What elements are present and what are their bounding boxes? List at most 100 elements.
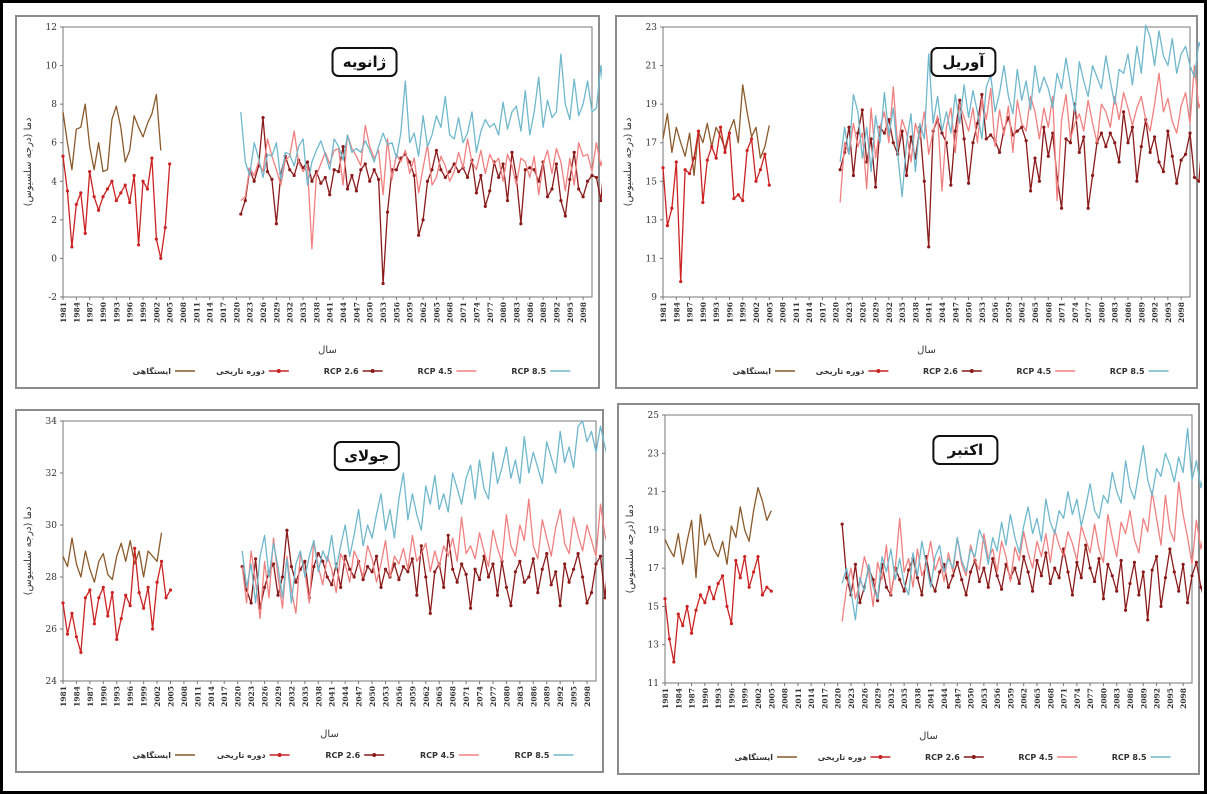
series-point [419, 544, 423, 548]
series-point [1185, 601, 1190, 605]
series-point [676, 612, 680, 616]
series-point [88, 170, 92, 174]
x-tick-label: 2077 [1086, 688, 1095, 709]
series-point [997, 150, 1002, 154]
x-tick-label: 2050 [967, 688, 976, 709]
x-tick-label: 1993 [112, 302, 121, 323]
x-tick-label: 2086 [1126, 688, 1135, 709]
series-point [1090, 173, 1095, 178]
series-point [984, 137, 988, 141]
x-tick-label: 2086 [529, 686, 538, 707]
x-tick-label: 2065 [435, 686, 444, 707]
x-tick-label: 1996 [126, 686, 135, 707]
x-tick-label: 2095 [566, 302, 575, 323]
x-tick-label: 2020 [834, 688, 843, 709]
series-point [262, 585, 267, 589]
series-point [738, 576, 742, 580]
y-tick-label: 10 [46, 62, 58, 72]
x-tick-label: 2059 [406, 302, 415, 323]
series-point [354, 189, 358, 193]
series-point [1066, 570, 1070, 574]
series-point [672, 660, 676, 664]
series-point [549, 583, 553, 587]
series-point [1028, 189, 1033, 193]
x-tick-label: 2062 [1018, 302, 1027, 323]
x-tick-label: 2032 [287, 686, 296, 707]
series-point [1172, 570, 1176, 574]
series-line-3 [241, 498, 606, 620]
y-tick-label: 21 [646, 62, 657, 72]
x-tick-label: 2005 [767, 688, 776, 709]
chart-july: 24 26 28 30 32 34 1981 1984 1987 1990 1993 1996 1999… [23, 417, 606, 760]
series-point [1108, 131, 1112, 135]
series-point [1113, 141, 1117, 145]
y-tick-label: 34 [46, 417, 58, 427]
x-tick-label: 2005 [166, 686, 175, 707]
series-point [343, 554, 347, 558]
y-tick-label: 26 [46, 625, 58, 635]
series-point [1099, 131, 1104, 135]
x-tick-label: 1981 [659, 302, 668, 323]
series-point [909, 135, 913, 139]
legend-entry-1: دوره تاریخی [217, 751, 290, 760]
series-point [128, 604, 132, 608]
x-tick-label: 2041 [925, 302, 934, 323]
series-point [328, 193, 332, 197]
y-tick-label: 32 [46, 469, 57, 479]
series-point [840, 522, 844, 526]
series-point [392, 562, 397, 566]
series-point [958, 98, 962, 102]
series-point [150, 627, 155, 631]
series-line-4 [241, 420, 606, 604]
series-point [155, 580, 159, 584]
chart-title-box [331, 47, 398, 77]
series-point [70, 611, 74, 615]
x-tick-label: 1990 [99, 686, 108, 707]
series-line-3 [839, 64, 1200, 203]
series-point [1161, 170, 1166, 174]
series-point [332, 168, 336, 172]
x-tick-label: 2074 [472, 302, 481, 323]
series-point [265, 170, 270, 174]
series-point [363, 162, 367, 166]
series-point [968, 570, 973, 574]
legend-entry-1: دوره تاریخی [216, 367, 289, 376]
series-point [522, 580, 526, 584]
series-point [946, 585, 951, 589]
chart-october: 11 13 15 17 19 21 23 25 1981 1984 1987 1990 1993 1996… [625, 411, 1202, 762]
series-point [359, 168, 363, 172]
series-point [694, 608, 698, 612]
series-point [394, 168, 399, 172]
series-point [767, 183, 771, 187]
series-point [132, 173, 136, 178]
x-tick-label: 2092 [552, 302, 561, 323]
series-point [243, 198, 247, 203]
x-tick-label: 2050 [368, 686, 377, 707]
legend-label: RCP 4.5 [1018, 753, 1053, 762]
series-point [123, 183, 127, 187]
x-tick-label: 1999 [139, 302, 148, 323]
series-point [341, 144, 345, 149]
series-point [477, 578, 482, 582]
y-tick-label: 2 [51, 216, 57, 226]
series-point [288, 168, 292, 172]
legend-entry-4: RCP 8.5 [1112, 753, 1171, 762]
series-point [370, 570, 374, 574]
x-tick-label: 1996 [727, 688, 736, 709]
series-point [92, 195, 96, 199]
x-tick-label: 2098 [1179, 688, 1188, 709]
series-point [920, 593, 924, 597]
x-tick-label: 2059 [1006, 688, 1015, 709]
plot-area [662, 26, 1191, 298]
legend-label: RCP 2.6 [923, 367, 958, 376]
series-point [110, 591, 114, 595]
y-tick-label: 25 [648, 411, 660, 421]
series-line-0 [62, 93, 162, 173]
series-point [1168, 547, 1172, 551]
y-tick-label: 30 [46, 521, 58, 531]
series-point [1181, 562, 1185, 566]
series-point [527, 575, 531, 579]
chart-title: جولای [344, 447, 389, 465]
series-point [70, 245, 74, 249]
